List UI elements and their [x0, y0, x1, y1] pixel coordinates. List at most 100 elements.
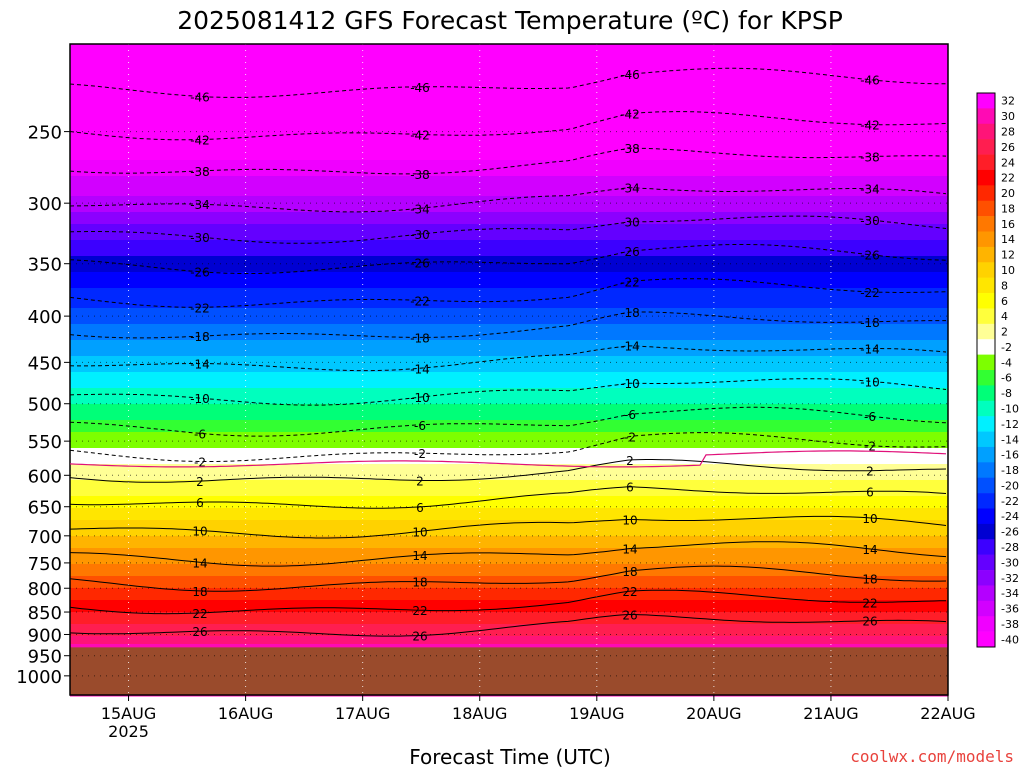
isotherm-line	[69, 589, 947, 615]
isotherm-label: -22	[410, 294, 430, 308]
x-tick-label: 20AUG	[686, 704, 741, 723]
isotherm-label: -18	[620, 306, 640, 320]
temperature-band	[70, 496, 948, 501]
colorbar-swatch	[977, 400, 995, 417]
temperature-band	[70, 556, 948, 561]
temperature-band	[70, 312, 948, 317]
temperature-band	[70, 488, 948, 493]
isotherm-label: -26	[410, 256, 430, 270]
colorbar-swatch	[977, 539, 995, 555]
temperature-band	[70, 292, 948, 297]
temperature-band	[70, 236, 948, 241]
y-tick-label: 600	[28, 466, 62, 487]
isotherm-label: -34	[190, 198, 210, 212]
colorbar-swatch	[977, 154, 995, 171]
temperature-band	[70, 440, 948, 445]
temperature-band	[70, 428, 948, 433]
colorbar-swatch	[977, 123, 995, 140]
isotherm-label: 26	[192, 625, 207, 639]
temperature-band	[70, 408, 948, 413]
isotherm-line	[69, 459, 947, 483]
y-tick-label: 300	[28, 194, 62, 215]
time-axis: 15AUG 16AUG 17AUG 18AUG 19AUG 20AUG 21AUG 22AUG…	[101, 695, 976, 741]
temperature-band	[70, 372, 948, 377]
colorbar-label: -26	[1001, 526, 1019, 539]
temperature-band	[70, 388, 948, 393]
temperature-band	[70, 540, 948, 545]
x-tick-label: 18AUG	[452, 704, 507, 723]
colorbar-swatch	[977, 600, 995, 617]
temperature-band	[70, 484, 948, 489]
temperature-band	[70, 324, 948, 329]
colorbar-swatch	[977, 246, 995, 263]
temperature-band	[70, 48, 948, 53]
temperature-band	[70, 116, 948, 121]
temperature-band	[70, 300, 948, 305]
isotherm-line	[69, 515, 947, 539]
temperature-band	[70, 176, 948, 181]
temperature-band	[70, 264, 948, 269]
colorbar-label: -6	[1001, 372, 1012, 385]
temperature-band	[70, 644, 948, 649]
temperature-band	[70, 288, 948, 293]
isotherm-label: 14	[622, 542, 637, 556]
isotherm-label: 2	[416, 474, 424, 488]
temperature-band	[70, 248, 948, 253]
colorbar-label: -24	[1001, 510, 1019, 523]
chart-title: 2025081412 GFS Forecast Temperature (ºC)…	[177, 6, 843, 35]
y-tick-label: 500	[28, 395, 62, 416]
temperature-band	[70, 640, 948, 645]
colorbar-label: 12	[1001, 249, 1015, 262]
y-tick-label: 250	[28, 123, 62, 144]
temperature-band	[70, 572, 948, 577]
temperature-band	[70, 136, 948, 141]
temperature-band	[70, 68, 948, 73]
colorbar-swatch	[977, 262, 995, 278]
colorbar-swatch	[977, 631, 995, 648]
temperature-band	[70, 60, 948, 65]
x-tick-label: 15AUG	[101, 704, 156, 723]
temperature-band	[70, 628, 948, 633]
temperature-band	[70, 544, 948, 549]
isotherm-label: 2	[196, 475, 204, 489]
isotherm-line	[69, 565, 947, 592]
isotherm-line	[69, 345, 947, 372]
temperature-band	[70, 412, 948, 417]
temperature-band	[70, 144, 948, 149]
y-tick-label: 1000	[16, 667, 62, 688]
isotherm-line	[69, 187, 947, 213]
colorbar-swatch	[977, 493, 995, 509]
isotherm-label: -14	[410, 362, 430, 376]
temperature-band	[70, 516, 948, 521]
isotherm-line	[69, 378, 947, 406]
temperature-band	[70, 560, 948, 565]
temperature-band	[70, 336, 948, 341]
temperature-band	[70, 420, 948, 425]
colorbar-label: 10	[1001, 264, 1015, 277]
temperature-band	[70, 444, 948, 449]
isotherm-label: 18	[412, 576, 427, 590]
isotherm-label: -34	[860, 183, 880, 197]
y-tick-label: 350	[28, 255, 62, 276]
isotherm-label: 10	[862, 512, 877, 526]
temperature-band	[70, 64, 948, 69]
colorbar-legend: 32 30 28 26 24 22 20 18 16 14 12 10 8 6 4 2 -2 -4 -6 -8 -10 -…	[976, 92, 1019, 648]
temperature-band	[70, 584, 948, 589]
temperature-band	[70, 588, 948, 593]
x-tick-label: 16AUG	[218, 704, 273, 723]
isotherm-label: 2	[866, 465, 874, 479]
colorbar-label: -30	[1001, 556, 1019, 569]
isotherm-label: -46	[860, 74, 880, 88]
colorbar-label: 6	[1001, 295, 1008, 308]
isotherm-label: -42	[860, 119, 880, 133]
colorbar-swatch	[977, 185, 995, 202]
temperature-band	[70, 532, 948, 537]
isotherm-label: -2	[864, 440, 876, 454]
colorbar-label: -34	[1001, 587, 1019, 600]
temperature-band	[70, 528, 948, 533]
colorbar-label: -40	[1001, 633, 1019, 646]
temperature-band	[70, 80, 948, 85]
temperature-band	[70, 404, 948, 409]
isotherm-label: 22	[192, 607, 207, 621]
temperature-band	[70, 548, 948, 553]
